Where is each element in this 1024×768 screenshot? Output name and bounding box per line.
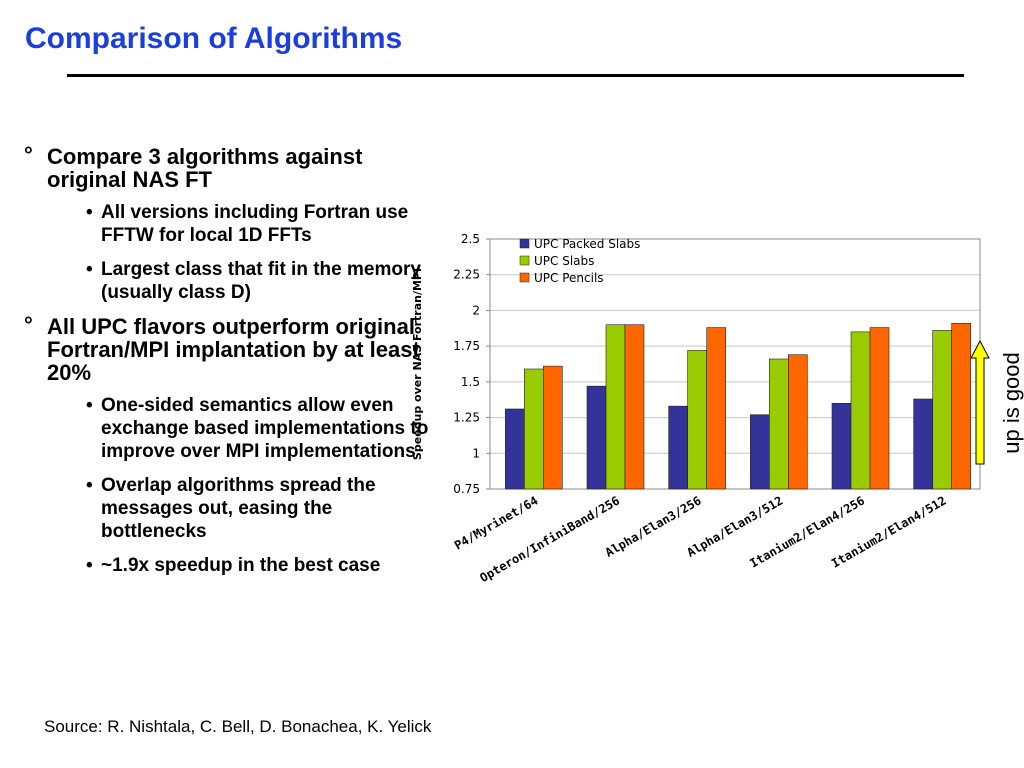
bullet-list: ° Compare 3 algorithms against original … [20, 142, 440, 588]
bullet-marker: • [86, 259, 93, 280]
bullet-text: All UPC flavors outperform original Fort… [47, 314, 420, 385]
bullet-marker: • [86, 202, 93, 223]
slide-title: Comparison of Algorithms [25, 22, 403, 55]
bar-3 [543, 365, 563, 490]
bullet-level2: • All versions including Fortran use FFT… [20, 201, 440, 247]
bullet-level2: • One-sided semantics allow even exchang… [20, 394, 440, 463]
bar-1 [505, 408, 525, 490]
bar-3 [624, 324, 645, 490]
bar-1 [831, 402, 852, 490]
bullet-text: Compare 3 algorithms against original NA… [47, 144, 363, 192]
bullet-marker: ° [24, 312, 33, 337]
legend-swatch [519, 238, 530, 249]
bar-2 [769, 358, 789, 490]
bar-2 [605, 324, 626, 490]
bar-3 [788, 354, 808, 490]
y-tick-label: 2.25 [453, 268, 480, 282]
bullet-level2: • ~1.9x speedup in the best case [20, 554, 440, 577]
y-tick-label: 1 [472, 446, 480, 460]
bullet-text: All versions including Fortran use FFTW … [101, 202, 409, 246]
legend-label: UPC Packed Slabs [534, 237, 640, 251]
bullet-level1: ° Compare 3 algorithms against original … [20, 142, 440, 192]
bullet-level1: ° All UPC flavors outperform original Fo… [20, 312, 440, 385]
bullet-text: One-sided semantics allow even exchange … [101, 395, 429, 462]
legend-label: UPC Slabs [534, 254, 594, 268]
bar-2 [850, 331, 871, 490]
source-citation: Source: R. Nishtala, C. Bell, D. Bonache… [44, 717, 432, 736]
up-arrow-icon [970, 340, 990, 465]
title-divider [67, 74, 964, 77]
bullet-text: Largest class that fit in the memory (us… [101, 259, 421, 303]
bar-2 [932, 330, 952, 490]
legend-swatch [519, 255, 530, 266]
bullet-level2: • Overlap algorithms spread the messages… [20, 474, 440, 543]
y-tick-label: 1.25 [453, 411, 480, 425]
bar-1 [750, 414, 770, 490]
bullet-marker: • [86, 475, 93, 496]
y-tick-label: 1.75 [453, 339, 480, 353]
y-tick-label: 0.75 [453, 482, 480, 496]
legend-swatch [519, 272, 530, 283]
bullet-text: ~1.9x speedup in the best case [101, 555, 381, 576]
bar-1 [586, 385, 607, 490]
y-tick-label: 2 [472, 303, 480, 317]
bar-3 [869, 327, 890, 490]
bar-2 [687, 350, 707, 490]
bar-1 [668, 405, 688, 490]
bullet-marker: ° [24, 142, 33, 167]
x-tick-label: Opteron/InfiniBand/256 [477, 493, 622, 585]
bullet-marker: • [86, 555, 93, 576]
y-tick-label: 1.5 [461, 375, 480, 389]
bullet-text: Overlap algorithms spread the messages o… [101, 475, 376, 542]
bar-3 [951, 322, 971, 490]
bullet-level2: • Largest class that fit in the memory (… [20, 258, 440, 304]
bar-1 [913, 398, 933, 490]
bar-3 [706, 327, 726, 490]
bar-2 [524, 368, 544, 490]
y-axis-label: Speedup over NAS Fortran/MPI [411, 268, 424, 460]
chart-svg: 0.75 1 1.25 1.5 1.75 2 2.25 2.5 Speedup over NAS… [411, 232, 981, 585]
up-is-good-label: up is good [999, 352, 1024, 454]
speedup-chart: 0.75 1 1.25 1.5 1.75 2 2.25 2.5 Speedup over NAS… [400, 225, 990, 645]
legend-label: UPC Pencils [534, 271, 604, 285]
y-tick-label: 2.5 [461, 232, 480, 246]
bullet-marker: • [86, 395, 93, 416]
